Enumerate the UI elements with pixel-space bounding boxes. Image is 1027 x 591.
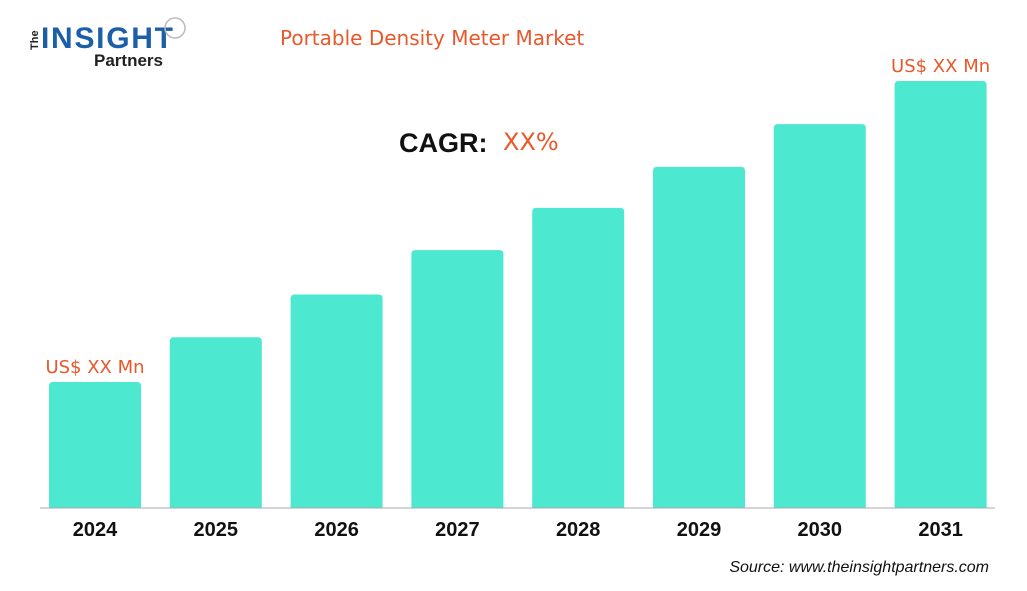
bar-2027: [411, 250, 504, 509]
data-label: US$ XX Mn: [891, 56, 990, 77]
x-tick-label: 2028: [556, 519, 601, 541]
data-label: US$ XX Mn: [45, 357, 144, 378]
x-tick-label: 2031: [918, 519, 963, 541]
x-tick-label: 2025: [194, 519, 239, 541]
bar-2028: [532, 207, 625, 508]
x-tick-label: 2029: [677, 519, 722, 541]
source-note: Source: www.theinsightpartners.com: [729, 559, 989, 576]
bar-2026: [290, 294, 383, 508]
x-tick-label: 2024: [73, 519, 118, 541]
x-tick-label: 2026: [314, 519, 359, 541]
bar-2025: [169, 337, 262, 508]
bar-2031: [894, 81, 987, 508]
svg-text:INSIGHT: INSIGHT: [41, 22, 173, 55]
bar-2024: [49, 382, 141, 508]
bar-2029: [653, 166, 745, 508]
the-insight-partners-logo: The INSIGHT Partners: [29, 17, 186, 70]
cagr-label: CAGR:: [399, 128, 488, 158]
bar-2030: [773, 124, 866, 508]
x-tick-label: 2027: [435, 519, 480, 541]
x-tick-label: 2030: [798, 519, 843, 541]
svg-text:Partners: Partners: [94, 51, 163, 70]
svg-text:The: The: [29, 30, 41, 50]
chart-title: Portable Density Meter Market: [280, 26, 585, 50]
cagr-value: XX%: [503, 128, 559, 156]
